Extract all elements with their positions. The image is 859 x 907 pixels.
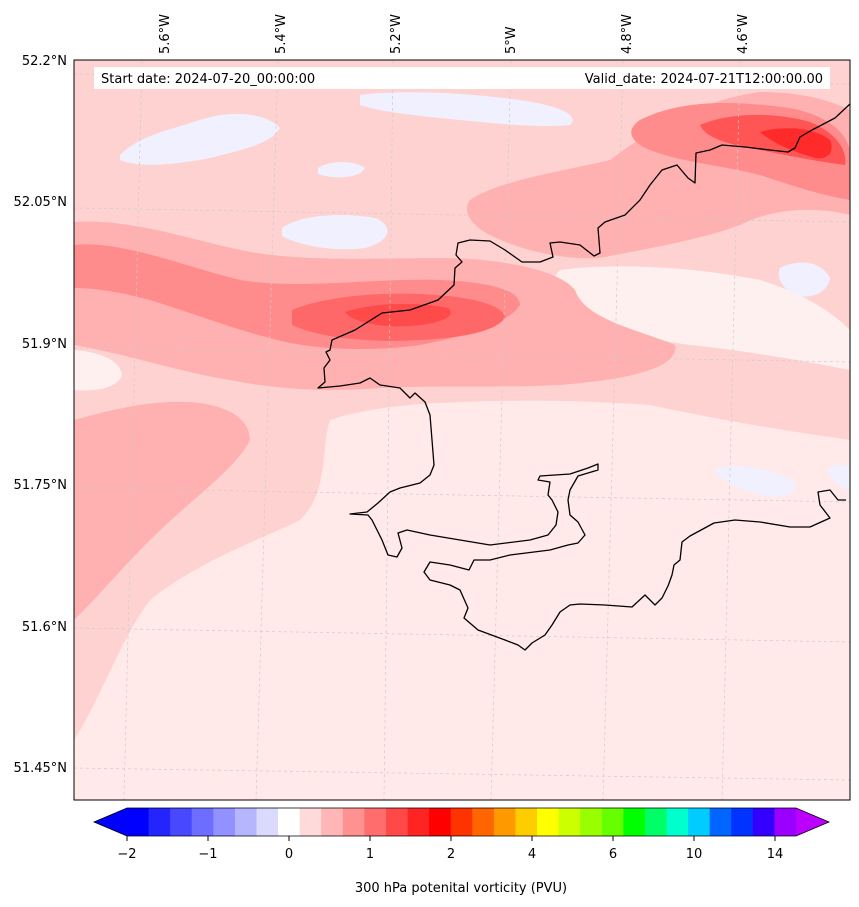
lat-label: 51.6°N [22, 620, 67, 635]
pv-contour-pale-1 [74, 350, 122, 391]
colorbar-cell [234, 808, 257, 836]
colorbar-tick-label: 0 [285, 847, 293, 862]
pv-contour-neg-3 [282, 215, 388, 250]
lat-label: 51.9°N [22, 337, 67, 352]
lon-label: 4.8°W [620, 14, 635, 54]
colorbar-under-arrow [94, 808, 127, 836]
colorbar-cell [623, 808, 646, 836]
pv-contour-core-4 [760, 128, 832, 159]
colorbar-cell [709, 808, 732, 836]
pv-contour-neg-7 [828, 464, 850, 490]
colorbar-cell [385, 808, 408, 836]
pv-contour-neg-2 [360, 92, 573, 127]
colorbar: −2 −1 0 1 2 4 6 10 14 300 hPa potenital … [92, 807, 831, 896]
colorbar-cell [342, 808, 365, 836]
colorbar-cell [429, 808, 452, 836]
colorbar-cell [256, 808, 279, 836]
colorbar-cell [170, 808, 193, 836]
colorbar-cell [127, 808, 149, 836]
lon-label: 5.6°W [158, 14, 173, 54]
colorbar-cell [493, 808, 516, 836]
colorbar-tick-label: 2 [447, 847, 455, 862]
lat-label: 51.45°N [14, 761, 67, 776]
pv-contour-medium-3 [74, 401, 250, 620]
pv-contour-pale-2 [553, 266, 850, 370]
lat-label: 52.05°N [14, 195, 67, 210]
colorbar-tick-label: 4 [528, 847, 536, 862]
map-frame [73, 59, 851, 801]
valid-date-label: Valid_date: 2024-07-21T12:00:00.00 [585, 72, 823, 87]
colorbar-cell [774, 808, 797, 836]
colorbar-tick-label: −2 [117, 847, 136, 862]
coastline [317, 103, 850, 651]
lon-label: 5.2°W [389, 14, 404, 54]
colorbar-cell [558, 808, 581, 836]
colorbar-cell [278, 808, 301, 836]
colorbar-ticks [126, 836, 776, 841]
colorbar-tick-label: 14 [767, 847, 784, 862]
lon-label: 4.6°W [736, 14, 751, 54]
colorbar-cell [364, 808, 387, 836]
pv-contour-neg-4 [318, 162, 365, 178]
colorbar-cell [299, 808, 322, 836]
colorbar-tick-label: 6 [609, 847, 617, 862]
colorbar-cell [688, 808, 711, 836]
colorbar-tick-label: −1 [198, 847, 217, 862]
colorbar-cell [537, 808, 560, 836]
latitude-labels: 52.2°N 52.05°N 51.9°N 51.75°N 51.6°N 51.… [14, 54, 67, 776]
colorbar-cell [472, 808, 495, 836]
lat-label: 51.75°N [14, 478, 67, 493]
coastline-north [317, 103, 850, 651]
colorbar-cell [666, 808, 689, 836]
colorbar-cell [321, 808, 344, 836]
colorbar-cell [644, 808, 667, 836]
colorbar-cell [148, 808, 171, 836]
colorbar-title: 300 hPa potenital vorticity (PVU) [355, 881, 567, 896]
colorbar-cell [580, 808, 603, 836]
colorbar-cell [731, 808, 754, 836]
colorbar-tick-label: 10 [686, 847, 703, 862]
colorbar-cell [191, 808, 214, 836]
pv-contour-core-2 [345, 303, 451, 327]
colorbar-cell [515, 808, 538, 836]
colorbar-cell [407, 808, 430, 836]
longitude-labels: 5.6°W 5.4°W 5.2°W 5°W 4.8°W 4.6°W [158, 14, 751, 54]
pv-contour-neg-5 [778, 262, 830, 297]
lon-label: 5.4°W [274, 14, 289, 54]
start-date-label: Start date: 2024-07-20_00:00:00 [101, 72, 315, 87]
colorbar-tick-labels: −2 −1 0 1 2 4 6 10 14 [117, 847, 783, 862]
colorbar-cells [127, 808, 797, 836]
pv-contour-neg-1 [120, 113, 280, 165]
colorbar-cell [450, 808, 473, 836]
lat-label: 52.2°N [22, 54, 67, 69]
date-info-box [94, 67, 830, 89]
colorbar-cell [752, 808, 775, 836]
colorbar-tick-label: 1 [366, 847, 374, 862]
pv-field [74, 60, 850, 800]
colorbar-cell [213, 808, 236, 836]
lon-label: 5°W [504, 26, 519, 54]
colorbar-cell [601, 808, 624, 836]
pv-contour-neg-6 [715, 465, 796, 497]
colorbar-over-arrow [796, 808, 829, 836]
